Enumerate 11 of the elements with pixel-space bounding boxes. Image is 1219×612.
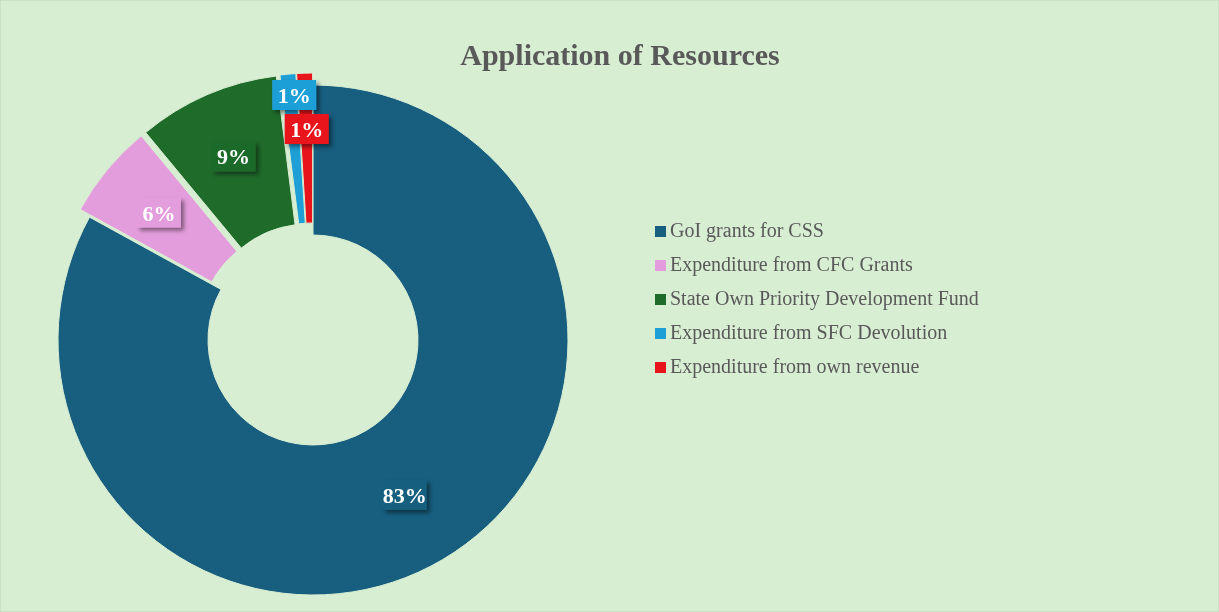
legend-label: Expenditure from CFC Grants xyxy=(670,253,913,276)
data-label: 6% xyxy=(142,200,176,226)
data-label: 1% xyxy=(277,83,311,108)
legend-label: Expenditure from own revenue xyxy=(670,355,920,378)
legend-label: GoI grants for CSS xyxy=(670,219,824,242)
data-label: 9% xyxy=(217,144,251,170)
legend-label: Expenditure from SFC Devolution xyxy=(670,321,948,344)
data-label: 1% xyxy=(290,117,324,142)
legend-label: State Own Priority Development Fund xyxy=(670,287,979,310)
data-label: 83% xyxy=(382,482,427,508)
chart-title: Application of Resources xyxy=(460,38,780,71)
